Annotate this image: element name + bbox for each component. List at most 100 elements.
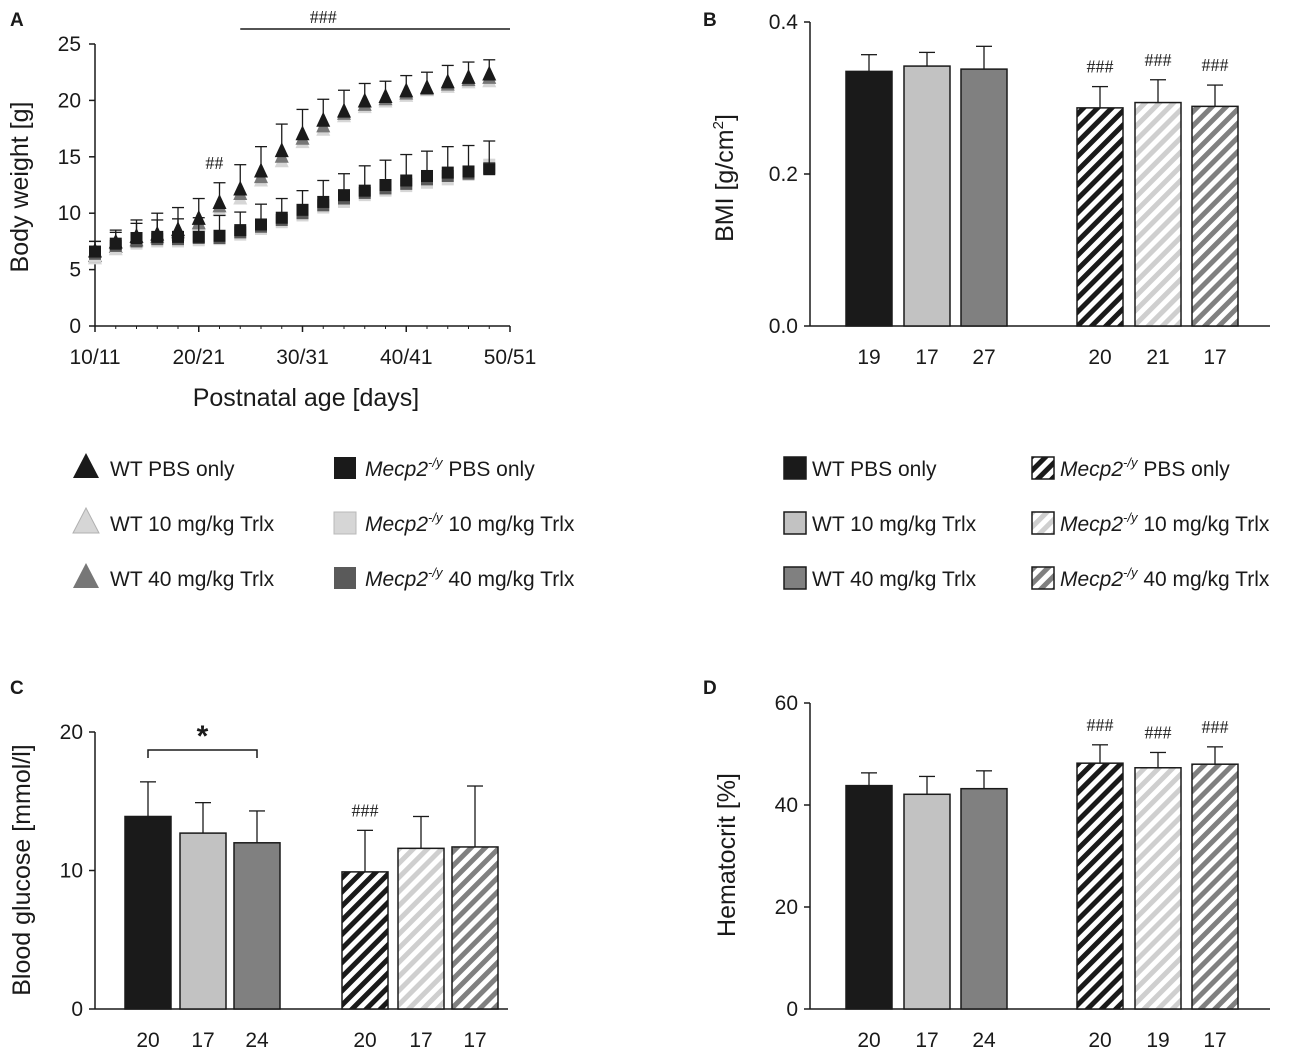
d-n-label: 20 [857, 1029, 880, 1048]
panel-c-bars: 20 17 24 20 ### 17 17 * [124, 720, 499, 1048]
legend-square-marker [333, 511, 357, 535]
panel-a-series [88, 59, 497, 265]
panel-letter-a: A [10, 10, 24, 31]
panel-d-hematocrit-chart: 0 20 40 60 Hematocrit [%] 20 17 24 20 ### 19 ### 1… [713, 692, 1270, 1048]
panel-d-bars: 20 17 24 20 ### 19 ### 17 ### [845, 715, 1239, 1048]
c-n-label: 17 [191, 1029, 214, 1048]
a-square-point [275, 211, 288, 224]
d-bar [845, 784, 893, 1010]
b-bar [845, 70, 893, 327]
d-y-tick-label: 20 [775, 896, 798, 919]
b-significance-label: ### [1145, 50, 1172, 70]
a-square-point [379, 179, 392, 191]
legend-label-rest: PBS only [442, 458, 535, 481]
c-bar [341, 871, 389, 1010]
a-square-point [296, 203, 309, 216]
c-y-tick-label: 20 [60, 721, 83, 744]
d-y-tick-label: 40 [775, 794, 798, 817]
b-significance-label: ### [1087, 57, 1114, 77]
c-n-label: 24 [245, 1029, 269, 1048]
legend-label: Mecp2-/y 40 mg/kg Trlx [365, 565, 575, 591]
a-y-tick-label: 15 [58, 146, 81, 169]
panel-a-annotations: ##### [205, 7, 510, 173]
a-triangle-point [440, 73, 455, 89]
legend-label-gene: Mecp2 [365, 513, 428, 536]
a-triangle-point [357, 92, 372, 108]
legend-triangle-marker [73, 453, 99, 478]
a-square-point [400, 174, 413, 187]
a-square-point [317, 195, 330, 208]
d-n-label: 17 [915, 1029, 938, 1048]
c-bar [179, 832, 227, 1010]
b-n-label: 20 [1088, 346, 1111, 369]
b-y-tick-label: 0.0 [769, 315, 798, 338]
a-square-point [89, 245, 101, 258]
a-square-point [462, 165, 475, 178]
c-bar [451, 846, 499, 1010]
c-y-tick-label: 10 [60, 860, 83, 883]
c-significance-star: * [197, 720, 209, 753]
a-significance-label: ## [205, 153, 223, 173]
d-y-tick-label: 0 [786, 998, 798, 1021]
legend-label-genotype: -/y [428, 455, 444, 470]
panel-b-y-axis-title-sup: 2 [710, 121, 727, 129]
panel-b-y-axis-title-main: BMI [g/cm [711, 129, 739, 242]
b-n-label: 19 [857, 346, 880, 369]
panel-a-x-axis-title: Postnatal age [days] [193, 384, 420, 412]
panel-b-y-axis-title-end: ] [711, 114, 739, 121]
a-triangle-point [420, 78, 434, 94]
a-x-tick-label: 10/11 [70, 346, 121, 369]
legend-label-genotype: -/y [1123, 565, 1139, 580]
legend-square-marker [334, 567, 356, 589]
c-n-label: 20 [353, 1029, 376, 1048]
b-n-label: 17 [915, 346, 938, 369]
b-significance-label: ### [1202, 55, 1229, 75]
panel-c-y-axis-title: Blood glucose [mmol/l] [8, 744, 36, 996]
legend-label: WT PBS only [110, 458, 235, 481]
legend-label-gene: Mecp2 [1060, 513, 1123, 536]
legend-triangle-marker [73, 563, 99, 588]
a-square-point [441, 166, 454, 179]
a-triangle-point [212, 194, 227, 210]
d-significance-label: ### [1087, 715, 1114, 735]
legend-swatch [783, 456, 807, 480]
legend-label-rest: 40 mg/kg Trlx [1137, 568, 1269, 591]
legend-swatch [783, 511, 807, 535]
a-triangle-point [295, 125, 310, 141]
panel-b-bmi-chart: 0.0 0.2 0.4 BMI [g/cm2] 19 17 27 20 ### 21 ### 17… [710, 11, 1270, 369]
legend-label: Mecp2-/y 10 mg/kg Trlx [365, 510, 575, 536]
c-significance-bracket [147, 749, 258, 758]
legend-swatch [1031, 566, 1055, 590]
d-n-label: 20 [1088, 1029, 1111, 1048]
d-bar [1191, 763, 1239, 1010]
legend-triangle-marker [72, 506, 100, 534]
a-triangle-point [399, 82, 414, 98]
a-y-tick-label: 25 [58, 33, 81, 56]
b-bar [1191, 105, 1239, 327]
a-square-point [483, 163, 496, 176]
c-n-label: 20 [136, 1029, 159, 1048]
b-n-label: 21 [1146, 346, 1169, 369]
a-x-tick-label: 30/31 [276, 346, 329, 369]
legend-label: WT 40 mg/kg Trlx [812, 568, 977, 591]
a-significance-label: ### [310, 7, 337, 27]
panel-letter-c: C [10, 678, 24, 699]
a-square-point [421, 169, 433, 182]
b-bar [1076, 107, 1124, 327]
a-triangle-point [337, 102, 351, 118]
d-n-label: 17 [1203, 1029, 1226, 1048]
c-bar [124, 815, 172, 1010]
a-triangle-point [316, 111, 331, 127]
b-y-tick-label: 0.4 [769, 11, 799, 34]
legend-label: WT 10 mg/kg Trlx [110, 513, 275, 536]
c-significance-label: ### [352, 800, 379, 820]
a-square-point [192, 230, 205, 243]
a-square-point [172, 230, 184, 243]
d-y-tick-label: 60 [775, 692, 798, 715]
panel-d-y-axis-title: Hematocrit [%] [713, 773, 741, 937]
a-triangle-point [461, 68, 476, 84]
legend-swatch [783, 566, 807, 590]
a-y-tick-label: 5 [69, 259, 81, 282]
